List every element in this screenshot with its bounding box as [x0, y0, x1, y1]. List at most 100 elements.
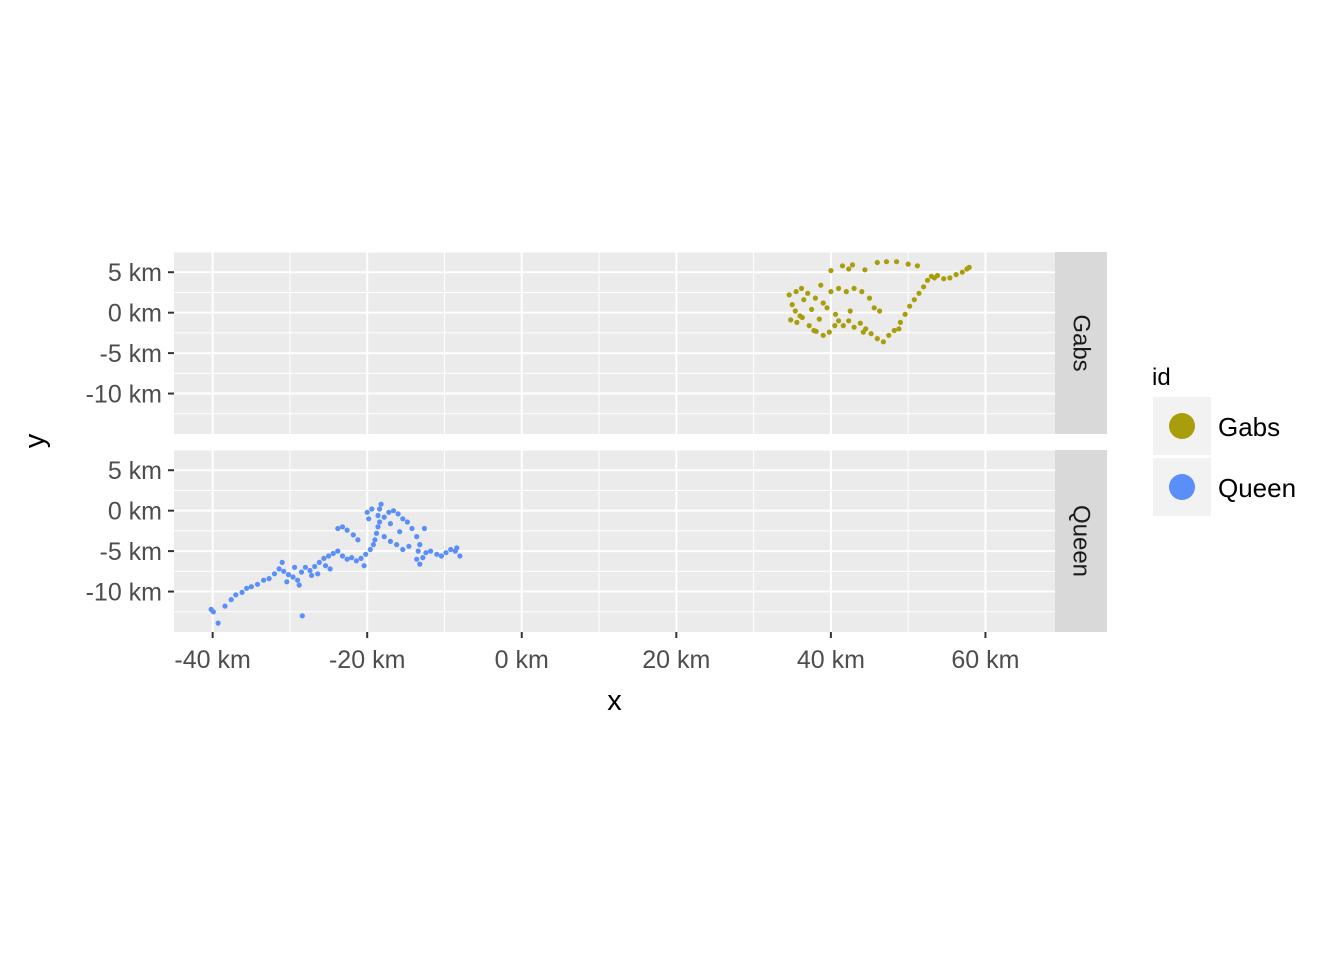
- data-point-queen: [386, 509, 392, 515]
- data-point-queen: [350, 532, 356, 538]
- data-point-gabs: [816, 316, 822, 322]
- data-point-gabs: [812, 295, 819, 301]
- data-point-gabs: [959, 269, 965, 275]
- data-point-gabs: [811, 327, 817, 334]
- data-point-gabs: [820, 300, 826, 306]
- data-point-queen: [373, 530, 380, 536]
- data-point-queen: [299, 613, 305, 619]
- legend-label-queen: Queen: [1218, 473, 1296, 503]
- data-point-gabs: [840, 323, 846, 329]
- data-point-gabs: [786, 292, 792, 298]
- data-point-queen: [309, 572, 315, 579]
- data-point-gabs: [902, 311, 908, 317]
- y-axis-title: y: [19, 433, 51, 448]
- data-point-gabs: [788, 317, 794, 323]
- y-tick-label: -5 km: [100, 538, 163, 566]
- data-point-queen: [370, 542, 376, 548]
- y-tick-label: 5 km: [108, 259, 162, 287]
- data-point-queen: [276, 566, 282, 572]
- data-point-gabs: [874, 336, 880, 342]
- data-point-gabs: [824, 305, 830, 311]
- data-point-queen: [366, 516, 372, 522]
- data-point-queen: [387, 521, 393, 527]
- data-point-gabs: [857, 320, 863, 326]
- data-point-queen: [244, 585, 250, 591]
- data-point-queen: [417, 561, 423, 567]
- data-point-queen: [369, 506, 375, 512]
- y-tick-label: -10 km: [86, 579, 162, 607]
- data-point-queen: [364, 509, 370, 515]
- data-point-queen: [290, 574, 296, 580]
- data-point-gabs: [874, 259, 880, 266]
- data-point-queen: [457, 553, 463, 559]
- data-point-gabs: [839, 263, 846, 269]
- data-point-queen: [344, 556, 350, 562]
- data-point-queen: [417, 542, 423, 548]
- data-point-gabs: [877, 308, 883, 314]
- y-tick-label: 0 km: [108, 498, 162, 526]
- data-point-queen: [349, 555, 355, 561]
- facet-strip-gabs: [1055, 252, 1107, 434]
- data-point-queen: [454, 545, 460, 551]
- data-point-queen: [312, 563, 318, 570]
- data-point-gabs: [846, 318, 852, 324]
- data-point-gabs: [880, 339, 887, 345]
- data-point-queen: [428, 548, 434, 554]
- data-point-gabs: [871, 305, 877, 311]
- data-point-queen: [438, 553, 444, 559]
- data-point-gabs: [809, 306, 815, 312]
- data-point-gabs: [941, 276, 947, 282]
- y-tick-label: 0 km: [108, 300, 162, 328]
- data-point-gabs: [794, 319, 800, 325]
- data-point-queen: [344, 527, 350, 533]
- data-point-gabs: [894, 259, 900, 265]
- data-point-queen: [409, 525, 415, 532]
- data-point-gabs: [832, 311, 839, 317]
- x-tick-label: -20 km: [329, 646, 405, 674]
- data-point-queen: [361, 563, 367, 569]
- data-point-queen: [248, 584, 254, 590]
- data-point-gabs: [947, 275, 953, 281]
- data-point-queen: [261, 577, 267, 583]
- legend-key-gabs: [1169, 413, 1195, 439]
- data-point-gabs: [914, 263, 921, 269]
- data-point-queen: [271, 571, 278, 577]
- data-point-queen: [372, 537, 378, 543]
- data-point-queen: [377, 506, 383, 512]
- data-point-queen: [377, 519, 383, 525]
- data-point-queen: [335, 548, 341, 554]
- facet-strip-label-gabs: Gabs: [1068, 314, 1095, 371]
- data-point-queen: [415, 548, 421, 554]
- data-point-queen: [292, 564, 298, 570]
- data-point-gabs: [891, 327, 897, 334]
- data-point-queen: [381, 514, 387, 520]
- data-point-gabs: [860, 329, 866, 335]
- data-point-gabs: [911, 297, 917, 303]
- data-point-queen: [353, 558, 359, 564]
- data-point-gabs: [868, 331, 874, 337]
- data-point-queen: [448, 546, 454, 553]
- data-point-queen: [239, 589, 245, 596]
- data-point-queen: [414, 556, 420, 562]
- x-axis-title: x: [607, 685, 622, 717]
- data-point-queen: [434, 551, 440, 557]
- data-point-queen: [397, 529, 403, 535]
- data-point-gabs: [818, 282, 824, 288]
- data-point-queen: [335, 525, 341, 532]
- data-point-queen: [367, 546, 373, 553]
- data-point-queen: [266, 576, 272, 582]
- data-point-queen: [298, 569, 305, 575]
- data-point-queen: [296, 582, 302, 588]
- data-point-gabs: [801, 297, 807, 303]
- data-point-queen: [279, 559, 285, 566]
- data-point-queen: [390, 508, 397, 514]
- data-point-gabs: [924, 277, 931, 283]
- data-point-gabs: [931, 275, 938, 281]
- data-point-gabs: [836, 318, 842, 324]
- data-point-queen: [375, 512, 381, 519]
- data-point-queen: [406, 543, 412, 549]
- data-point-queen: [228, 597, 234, 603]
- data-point-queen: [315, 571, 321, 577]
- data-point-queen: [322, 563, 329, 569]
